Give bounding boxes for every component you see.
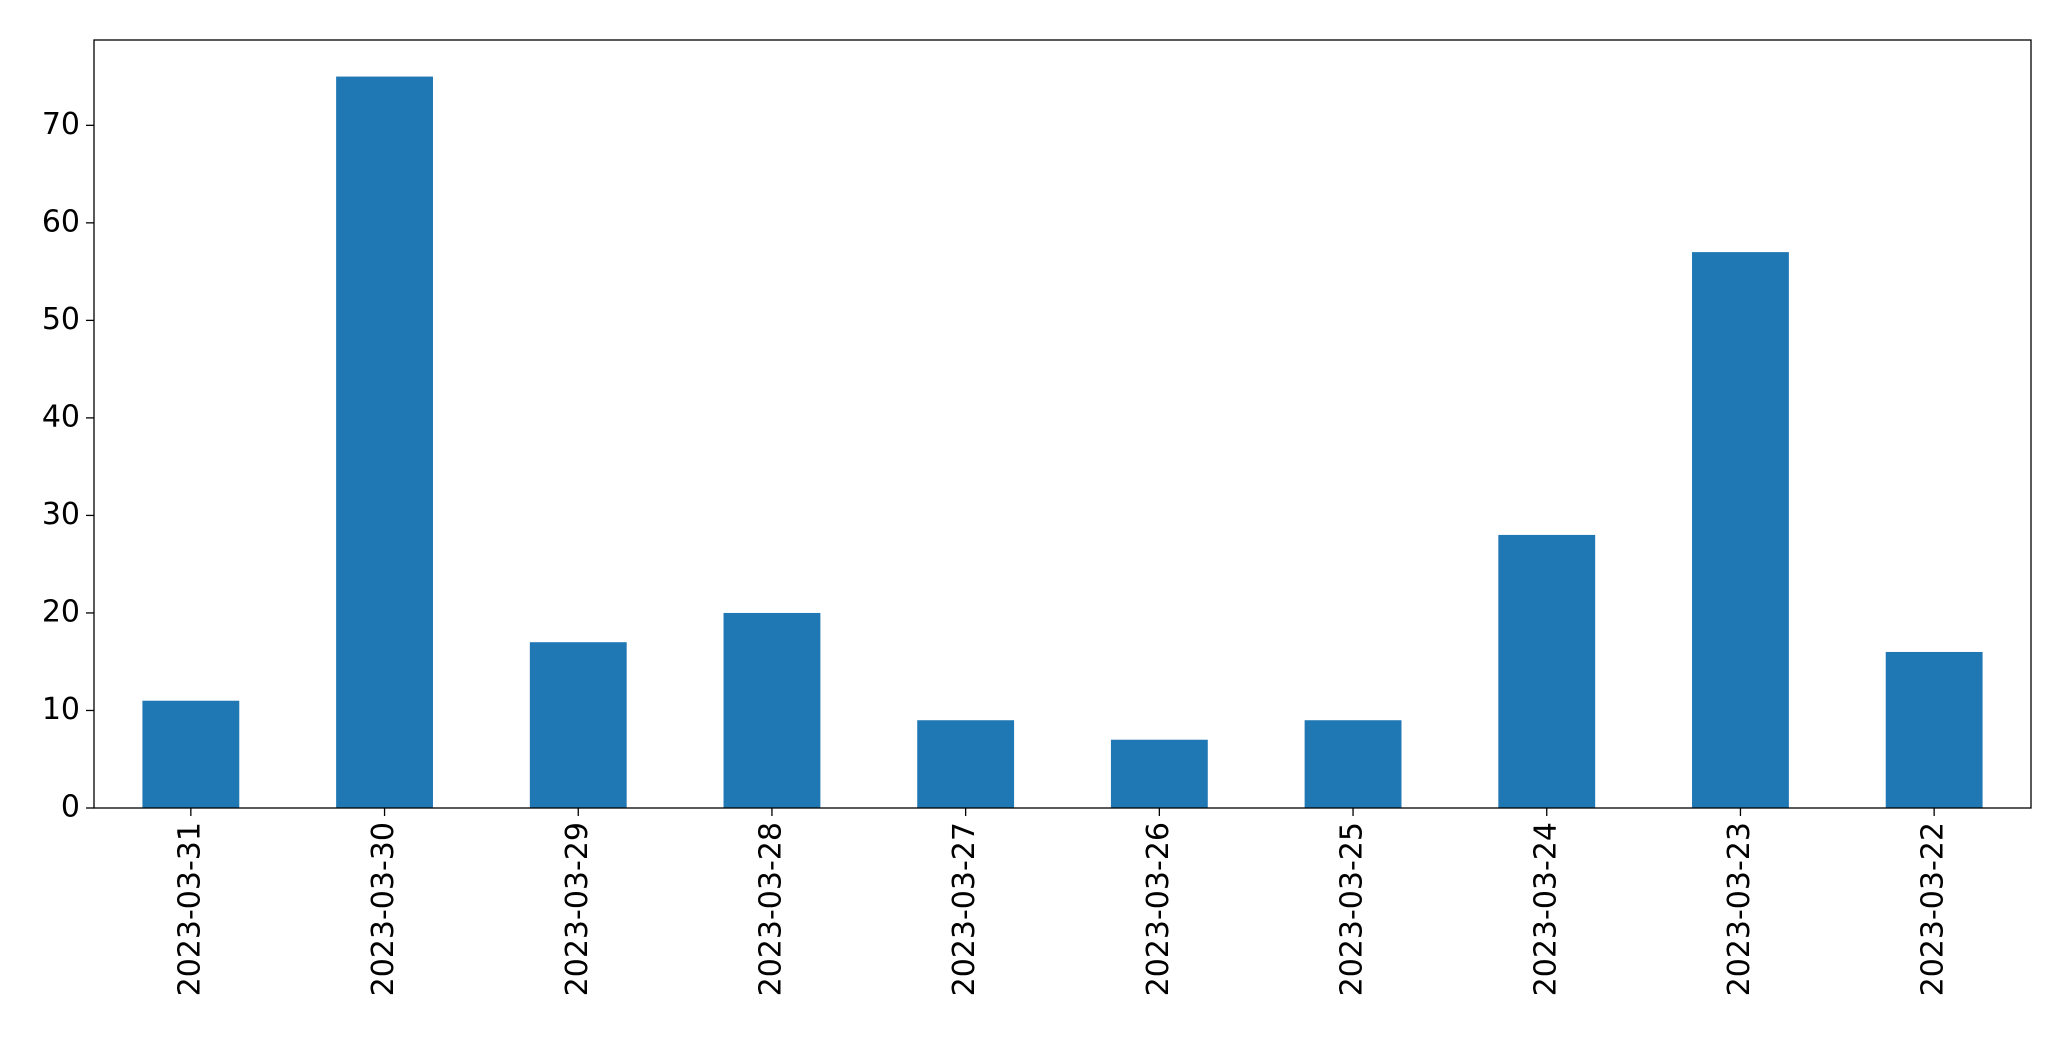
- bar: [723, 612, 821, 808]
- bar: [529, 642, 627, 808]
- x-tick-label: 2023-03-23: [1722, 822, 1757, 996]
- bar: [1885, 651, 1983, 808]
- bar: [917, 720, 1015, 808]
- bar: [336, 76, 433, 809]
- bar: [1304, 720, 1402, 808]
- x-tick-label: 2023-03-31: [172, 822, 207, 996]
- x-tick-label: 2023-03-26: [1141, 822, 1176, 996]
- x-tick-label: 2023-03-24: [1528, 822, 1563, 996]
- x-tick-label: 2023-03-28: [753, 822, 788, 996]
- x-tick-label: 2023-03-22: [1916, 822, 1951, 996]
- y-tick-label: 40: [42, 399, 80, 434]
- y-tick-label: 30: [42, 497, 80, 532]
- bar: [142, 700, 240, 808]
- x-tick-label: 2023-03-27: [947, 822, 982, 996]
- y-tick-label: 70: [42, 107, 80, 142]
- y-tick-label: 50: [42, 302, 80, 337]
- x-tick-label: 2023-03-30: [366, 822, 401, 996]
- bar: [1110, 739, 1208, 808]
- y-tick-label: 0: [61, 790, 80, 825]
- bar: [1498, 534, 1596, 808]
- plot-frame: [93, 39, 2032, 809]
- x-tick-label: 2023-03-29: [560, 822, 595, 996]
- y-tick-label: 20: [42, 594, 80, 629]
- bar: [1692, 252, 1789, 809]
- y-tick-label: 60: [42, 204, 80, 239]
- x-tick-label: 2023-03-25: [1335, 822, 1370, 996]
- y-tick-label: 10: [42, 692, 80, 727]
